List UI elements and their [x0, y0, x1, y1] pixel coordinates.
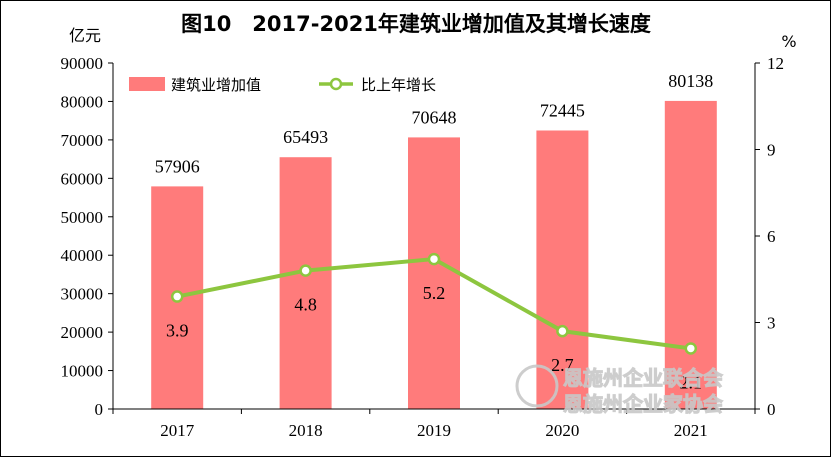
bar-data-label: 70648: [412, 107, 457, 127]
right-tick-label: 12: [767, 54, 784, 73]
bar: [664, 100, 717, 409]
legend-line-label: 比上年增长: [361, 76, 436, 94]
legend: 建筑业增加值 比上年增长: [129, 76, 436, 94]
left-tick-label: 80000: [61, 92, 104, 111]
bar: [536, 130, 589, 409]
growth-point: [427, 252, 441, 266]
left-tick-label: 70000: [61, 131, 104, 150]
growth-point: [684, 342, 698, 355]
bar-data-label: 57906: [155, 156, 200, 176]
plot-area: 0 10000 20000 30000 40000 50000 60000 70000 8000…: [61, 54, 785, 440]
growth-data-label: 2.7: [551, 355, 574, 375]
left-tick-label: 10000: [61, 362, 104, 381]
legend-bar-swatch: [129, 77, 165, 91]
x-tick-label: 2019: [417, 421, 451, 440]
growth-point: [556, 324, 569, 338]
watermark: 恩施州企业联合会 恩施州企业家协会: [515, 364, 724, 417]
growth-point: [170, 290, 184, 303]
left-axis-unit: 亿元: [69, 26, 101, 45]
chart-title: 图10 2017-2021年建筑业增加值及其增长速度: [181, 12, 651, 36]
bar-data-label: 72445: [540, 100, 585, 120]
left-tick-label: 40000: [61, 246, 104, 265]
growth-data-label: 4.8: [294, 295, 317, 315]
growth-data-label: 3.9: [166, 321, 189, 341]
right-tick-label: 9: [767, 141, 776, 160]
growth-point: [299, 264, 312, 277]
legend-bar-label: 建筑业增加值: [171, 76, 261, 94]
left-tick-label: 30000: [61, 285, 104, 304]
watermark-line-2: 恩施州企业家协会: [563, 392, 723, 416]
x-tick-label: 2017: [160, 421, 195, 440]
left-tick-label: 90000: [61, 54, 104, 73]
bar-data-label: 80138: [668, 71, 713, 91]
right-axis-unit: %: [781, 32, 796, 51]
watermark-logo: [515, 364, 559, 408]
left-tick-label: 20000: [61, 323, 104, 342]
right-tick-label: 0: [767, 400, 776, 419]
legend-line-marker: [329, 77, 343, 91]
bar: [408, 137, 460, 409]
growth-data-label: 2.1: [680, 372, 703, 392]
x-tick-label: 2020: [545, 421, 579, 440]
growth-data-label: 5.2: [423, 283, 446, 303]
bar-data-label: 65493: [283, 127, 328, 147]
left-tick-label: 50000: [61, 208, 104, 227]
right-tick-label: 6: [767, 227, 776, 246]
bar: [279, 157, 332, 409]
x-tick-label: 2021: [674, 421, 708, 440]
x-tick-label: 2018: [289, 421, 323, 440]
left-tick-label: 60000: [61, 169, 104, 188]
watermark-line-1: 恩施州企业联合会: [563, 366, 723, 390]
left-tick-label: 0: [95, 400, 104, 419]
right-tick-label: 3: [767, 314, 776, 333]
